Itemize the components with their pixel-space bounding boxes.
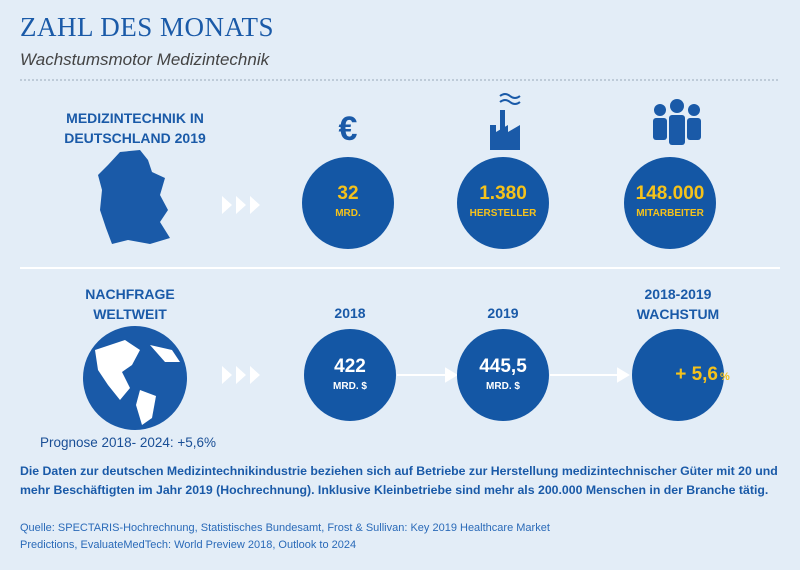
factory-icon [490,93,521,150]
circles [302,157,724,421]
footnote: Die Daten zur deutschen Medizintechnikin… [20,464,778,497]
stat-unit: MITARBEITER [636,208,704,219]
stat-value: 32 [337,183,359,204]
stat-value: 1.380 [479,183,527,204]
section-label: MEDIZINTECHNIK IN DEUTSCHLAND 2019 [64,110,206,146]
stat-unit: HERSTELLER [469,208,537,219]
section-label: NACHFRAGE WELTWEIT [85,286,175,322]
arrows [397,367,630,383]
chevrons-2 [222,366,260,384]
stat-heading: 2018 [334,305,366,321]
stat-value: 445,5 [479,356,527,377]
globe [83,326,187,430]
source: Quelle: SPECTARIS-Hochrechnung, Statisti… [20,522,550,551]
currency-icon: € [338,110,358,148]
people-icon [653,99,701,145]
stat-unit: MRD. [335,208,361,219]
stat-unit: % [720,371,730,383]
stat-unit: MRD. $ [333,381,367,392]
stat-value: 422 [334,356,366,377]
stat-heading: 2018-2019 WACHSTUM [636,286,720,322]
stat-value: 148.000 [635,183,705,204]
stat-value: + 5,6 [675,364,718,385]
stat-unit: MRD. $ [486,381,520,392]
germany-map [98,150,170,244]
forecast: Prognose 2018- 2024: +5,6% [40,435,217,450]
title: ZAHL DES MONATS [20,12,275,42]
stat-heading: 2019 [487,305,519,321]
subtitle: Wachstumsmotor Medizintechnik [20,50,270,69]
chevrons-1 [222,196,260,214]
